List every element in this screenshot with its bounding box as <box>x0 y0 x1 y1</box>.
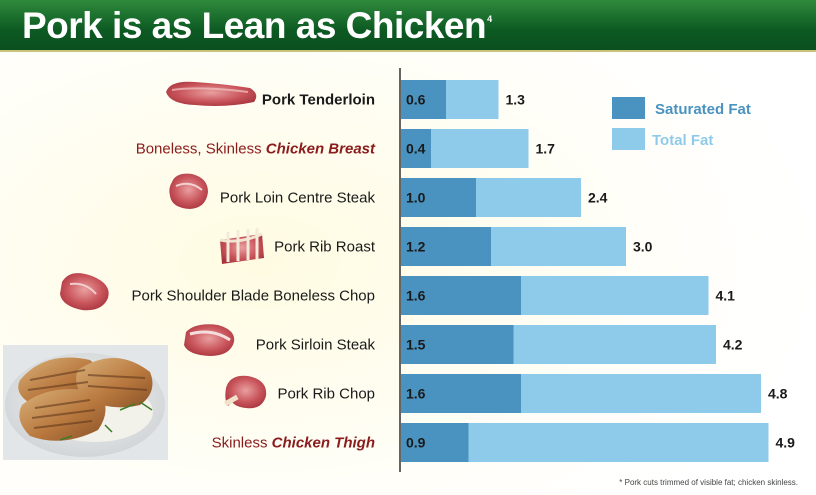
loin-steak-icon <box>169 173 208 209</box>
bar-saturated-fat-7 <box>401 423 469 462</box>
label-saturated-fat-4: 1.6 <box>406 288 426 304</box>
category-label-4: Pork Shoulder Blade Boneless Chop <box>132 288 376 305</box>
category-label-text-1: Boneless, Skinless <box>136 141 266 158</box>
category-label-text-4: Pork Shoulder Blade Boneless Chop <box>132 288 376 305</box>
grilled-pork-chops-photo <box>3 345 168 460</box>
category-label-5: Pork Sirloin Steak <box>256 337 376 354</box>
label-saturated-fat-2: 1.0 <box>406 190 426 206</box>
bar-saturated-fat-0 <box>401 80 446 119</box>
bar-saturated-fat-5 <box>401 325 514 364</box>
bar-saturated-fat-2 <box>401 178 476 217</box>
category-label-text-6: Pork Rib Chop <box>277 386 375 403</box>
tenderloin-icon <box>166 81 257 106</box>
category-label-0: Pork Tenderloin <box>262 92 375 109</box>
category-label-emphasis-0: Pork Tenderloin <box>262 92 375 109</box>
category-label-emphasis-7: Chicken Thigh <box>272 435 375 452</box>
label-saturated-fat-1: 0.4 <box>406 141 426 157</box>
category-label-text-5: Pork Sirloin Steak <box>256 337 376 354</box>
legend-label-total-fat: Total Fat <box>652 132 713 149</box>
category-label-6: Pork Rib Chop <box>277 386 375 403</box>
category-label-text-7: Skinless <box>212 435 272 452</box>
footnote: * Pork cuts trimmed of visible fat; chic… <box>619 478 798 487</box>
rib-roast-icon <box>219 228 264 264</box>
label-saturated-fat-0: 0.6 <box>406 92 426 108</box>
bar-saturated-fat-6 <box>401 374 521 413</box>
category-label-7: Skinless Chicken Thigh <box>212 435 375 452</box>
chart-title-text: Pork is as Lean as Chicken <box>22 5 487 46</box>
legend-swatch-total-fat <box>612 128 645 150</box>
category-label-text-3: Pork Rib Roast <box>274 239 376 256</box>
legend-label-saturated-fat: Saturated Fat <box>655 101 751 118</box>
label-total-fat-2: 2.4 <box>588 190 608 206</box>
legend-swatch-saturated-fat <box>612 97 645 119</box>
title-banner: Pork is as Lean as Chicken4 <box>0 0 816 52</box>
label-saturated-fat-5: 1.5 <box>406 337 426 353</box>
category-label-text-2: Pork Loin Centre Steak <box>220 190 376 207</box>
chart-title: Pork is as Lean as Chicken4 <box>22 5 492 47</box>
category-label-3: Pork Rib Roast <box>274 239 376 256</box>
label-total-fat-4: 4.1 <box>716 288 736 304</box>
label-total-fat-6: 4.8 <box>768 386 788 402</box>
category-label-emphasis-1: Chicken Breast <box>266 141 376 158</box>
label-total-fat-3: 3.0 <box>633 239 653 255</box>
bar-saturated-fat-4 <box>401 276 521 315</box>
label-total-fat-5: 4.2 <box>723 337 743 353</box>
label-total-fat-1: 1.7 <box>536 141 556 157</box>
category-label-1: Boneless, Skinless Chicken Breast <box>136 141 376 158</box>
bar-saturated-fat-1 <box>401 129 431 168</box>
category-label-2: Pork Loin Centre Steak <box>220 190 376 207</box>
rib-chop-icon <box>223 375 267 409</box>
shoulder-chop-icon <box>60 273 109 311</box>
sirloin-steak-icon <box>184 324 235 356</box>
label-saturated-fat-3: 1.2 <box>406 239 426 255</box>
label-total-fat-7: 4.9 <box>776 435 796 451</box>
label-total-fat-0: 1.3 <box>506 92 526 108</box>
bar-saturated-fat-3 <box>401 227 491 266</box>
label-saturated-fat-7: 0.9 <box>406 435 426 451</box>
title-superscript: 4 <box>487 14 492 24</box>
label-saturated-fat-6: 1.6 <box>406 386 426 402</box>
legend: Saturated Fat Total Fat <box>612 97 751 150</box>
